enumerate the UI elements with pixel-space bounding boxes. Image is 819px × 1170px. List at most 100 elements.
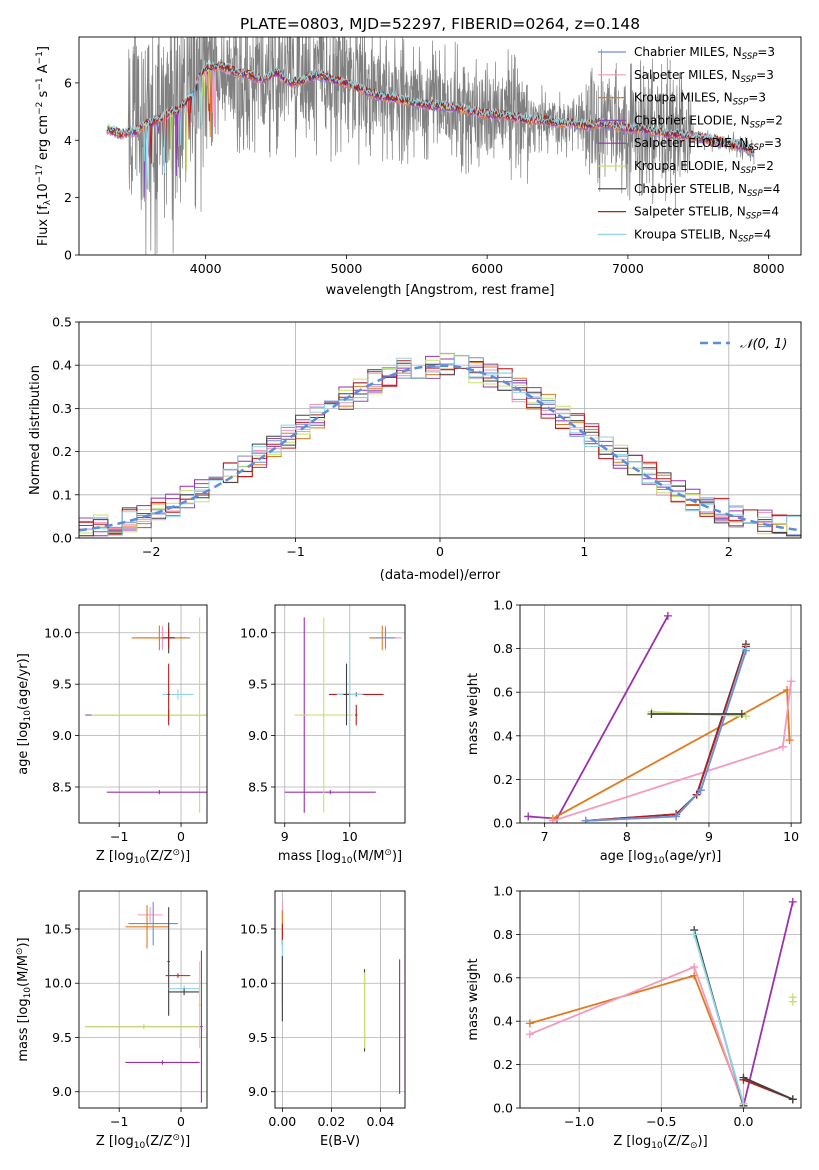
legend-text: Salpeter STELIB, N <box>634 205 746 219</box>
x-axis-label-part: (Z/Z <box>145 1134 172 1149</box>
legend-sub: SSP <box>748 143 764 153</box>
plus-marker <box>741 712 750 721</box>
plus-marker <box>672 812 681 821</box>
x-tick-label: 5000 <box>331 261 363 276</box>
y-tick-label: 0.6 <box>493 685 513 700</box>
x-axis-label-part: Z [log <box>96 849 134 864</box>
y-tick-label: 9.5 <box>52 1030 72 1045</box>
y-tick-label: 6 <box>64 75 72 90</box>
y-tick-label: 0.3 <box>52 401 72 416</box>
x-axis-label: wavelength [Angstrom, rest frame] <box>326 283 555 298</box>
x-tick-label: 7 <box>541 829 549 844</box>
x-tick-label: 0 <box>436 544 444 559</box>
y-axis-label-part: λ <box>43 199 53 205</box>
y-axis-label-part: A <box>36 64 51 77</box>
y-tick-label: 9.5 <box>52 677 72 692</box>
legend-n: =3 <box>756 68 774 82</box>
axes-frame <box>519 604 802 824</box>
plus-marker <box>788 1095 797 1104</box>
weight_vs_Z-panel: −1.0 −0.5 0.0 0.0 0.2 0.4 0.6 0.8 1.0 Z [log10(Z/… <box>466 884 802 1151</box>
x-tick-label: 4000 <box>190 261 222 276</box>
y-tick-label: 10.0 <box>240 625 268 640</box>
weight-line-kroupa_miles <box>552 688 791 820</box>
axes-frame <box>78 890 208 1109</box>
y-axis-label-part: 10 <box>23 987 33 999</box>
y-tick-label: 9.0 <box>248 1084 268 1099</box>
legend-n: =2 <box>756 159 774 173</box>
mass_vs_ebv-panel: 0.00 0.02 0.04 9.0 9.5 10.0 10.5 E(B-V) <box>240 890 406 1149</box>
y-tick-label: 10.0 <box>44 976 72 991</box>
y-axis-label-part: −1 <box>35 51 45 64</box>
plus-marker <box>525 1030 534 1039</box>
plus-marker <box>739 1073 748 1082</box>
y-axis-label-part: )] <box>16 937 31 947</box>
x-tick-label: 8000 <box>753 261 785 276</box>
y-tick-label: 0.0 <box>493 1101 513 1116</box>
x-tick-label: 9 <box>705 829 713 844</box>
x-tick-label: −1 <box>110 1114 128 1129</box>
y-tick-label: 0.0 <box>52 531 72 546</box>
y-axis-label-part: (age/yr)] <box>16 653 31 710</box>
x-axis-label: mass [log10(M/M⊙)] <box>278 848 402 866</box>
legend-text: Kroupa MILES, N <box>634 91 733 105</box>
y-tick-label: 0.2 <box>493 1057 513 1072</box>
plot-area <box>79 322 801 538</box>
plus-marker <box>788 897 797 906</box>
x-axis-label-part: ⊙ <box>690 1141 698 1151</box>
plus-marker <box>696 786 705 795</box>
y-axis-label-part: Flux [f <box>36 205 51 246</box>
model-spectrum-kroupa_stelib <box>106 60 755 190</box>
y-tick-label: 0.5 <box>52 315 72 330</box>
y-axis-label-part: age [log <box>16 722 31 775</box>
y-axis-label-part: s <box>36 90 51 101</box>
plot-area <box>106 37 755 255</box>
axes-frame <box>78 321 802 539</box>
y-tick-label: 1.0 <box>493 884 513 899</box>
plus-marker <box>647 710 656 718</box>
legend-text: Chabrier MILES, N <box>634 45 742 59</box>
y-tick-label: 0.2 <box>493 772 513 787</box>
x-tick-label: −1 <box>286 544 304 559</box>
legend-sub: SSP <box>733 98 749 108</box>
x-tick-label: 8 <box>623 829 631 844</box>
weight-line-kroupa_stelib <box>585 648 747 822</box>
y-axis-label-part: ] <box>36 46 51 51</box>
x-axis-label-part: )] <box>180 1134 190 1149</box>
x-axis-label-part: mass [log <box>278 849 341 864</box>
plot-area <box>520 605 801 823</box>
x-tick-label: 0 <box>177 829 185 844</box>
residuals-panel: −2 −1 0 1 2 0.0 0.1 0.2 0.3 0.4 0.5 (data-model)/er… <box>28 315 802 583</box>
y-tick-label: 0.4 <box>52 358 72 373</box>
legend-sub: SSP <box>746 212 762 222</box>
y-tick-label: 10.5 <box>44 921 72 936</box>
legend-label: Salpeter MILES, NSSP=3 <box>634 68 774 85</box>
plus-marker <box>690 930 699 939</box>
x-tick-label: 0.04 <box>367 1114 395 1129</box>
legend-text: Salpeter ELODIE, N <box>634 136 748 150</box>
y-tick-label: 0.4 <box>493 1014 513 1029</box>
y-axis-label: mass weight <box>466 958 481 1040</box>
x-axis-label-part: 10 <box>134 1141 146 1151</box>
x-axis-label: E(B-V) <box>320 1134 360 1149</box>
weight-line-kroupa_stelib <box>693 934 745 1104</box>
weight-line-salpeter_stelib <box>585 646 747 822</box>
y-tick-label: 0.6 <box>493 970 513 985</box>
y-axis-label: Flux [fλ10−17 erg cm−2 s−1 A−1] <box>35 46 53 246</box>
legend-label: Kroupa ELODIE, NSSP=2 <box>634 159 774 176</box>
axes-frame <box>78 36 802 256</box>
y-axis-label: age [log10(age/yr)] <box>16 653 33 775</box>
legend-sub: SSP <box>747 189 763 199</box>
mass_vs_Z-panel: −1 09.09.510.010.5Z [log10(Z/Z⊙)]mass [lo… <box>15 890 208 1151</box>
age_vs_Z-panel: −1 08.59.09.510.0Z [log10(Z/Z⊙)]age [log1… <box>16 604 208 866</box>
y-axis-label: Normed distribution <box>28 365 43 495</box>
weight-line-salpeter_elodie <box>742 901 794 1107</box>
x-axis-label-part: )] <box>698 1134 708 1149</box>
x-tick-label: −0.5 <box>646 1114 676 1129</box>
x-tick-label: 10 <box>783 829 799 844</box>
plus-marker <box>581 816 590 823</box>
y-axis-label-part: −17 <box>35 164 45 183</box>
plus-marker <box>525 1019 534 1028</box>
y-tick-label: 1.0 <box>493 598 513 613</box>
